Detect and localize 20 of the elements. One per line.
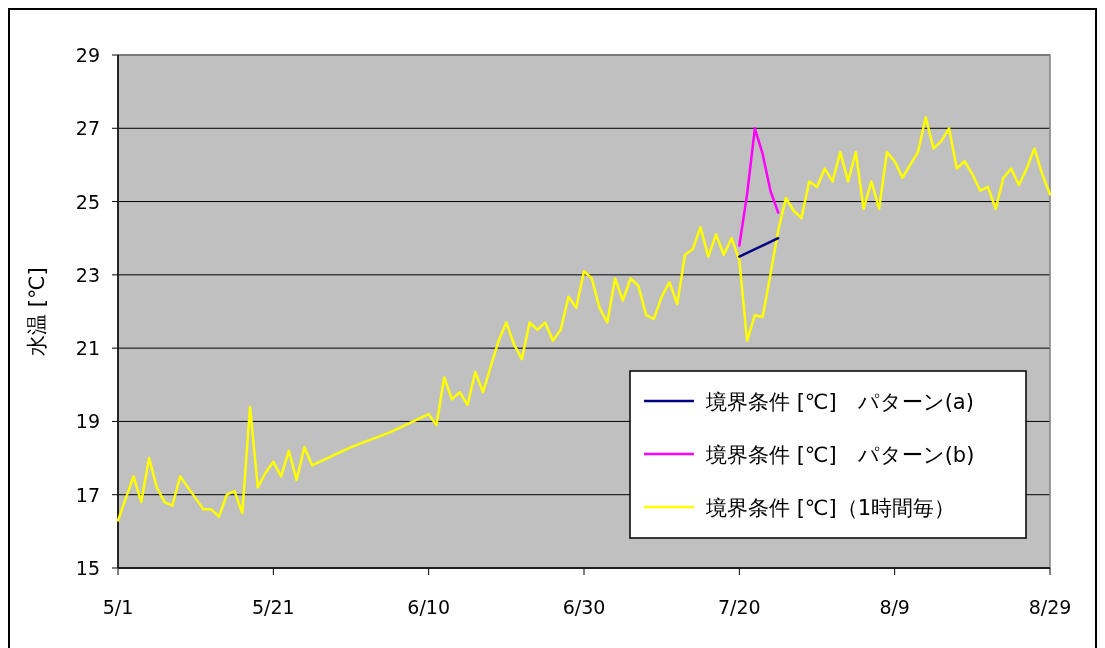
y-tick-label: 23 — [75, 263, 100, 286]
y-tick-label: 27 — [75, 117, 100, 140]
legend-label: 境界条件 [℃]（1時間毎） — [705, 496, 956, 520]
y-tick-label: 25 — [75, 190, 100, 213]
y-tick-label: 29 — [75, 44, 100, 66]
y-tick-label: 19 — [75, 410, 100, 433]
x-tick-label: 6/10 — [407, 596, 450, 618]
y-tick-label: 17 — [75, 483, 100, 506]
x-tick-label: 7/20 — [718, 596, 761, 618]
legend-label: 境界条件 [℃] パターン(a) — [705, 390, 974, 414]
x-tick-label: 5/21 — [252, 596, 295, 618]
y-tick-label: 21 — [75, 337, 100, 360]
x-tick-label: 8/9 — [879, 596, 910, 618]
x-tick-label: 8/29 — [1028, 596, 1072, 618]
y-tick-label: 15 — [75, 557, 100, 579]
line-series — [738, 127, 780, 247]
x-tick-label: 5/1 — [102, 596, 134, 618]
legend-label: 境界条件 [℃] パターン(b) — [705, 443, 975, 467]
y-axis-title: 水温 [℃] — [25, 267, 49, 356]
x-tick-label: 6/30 — [562, 596, 606, 618]
